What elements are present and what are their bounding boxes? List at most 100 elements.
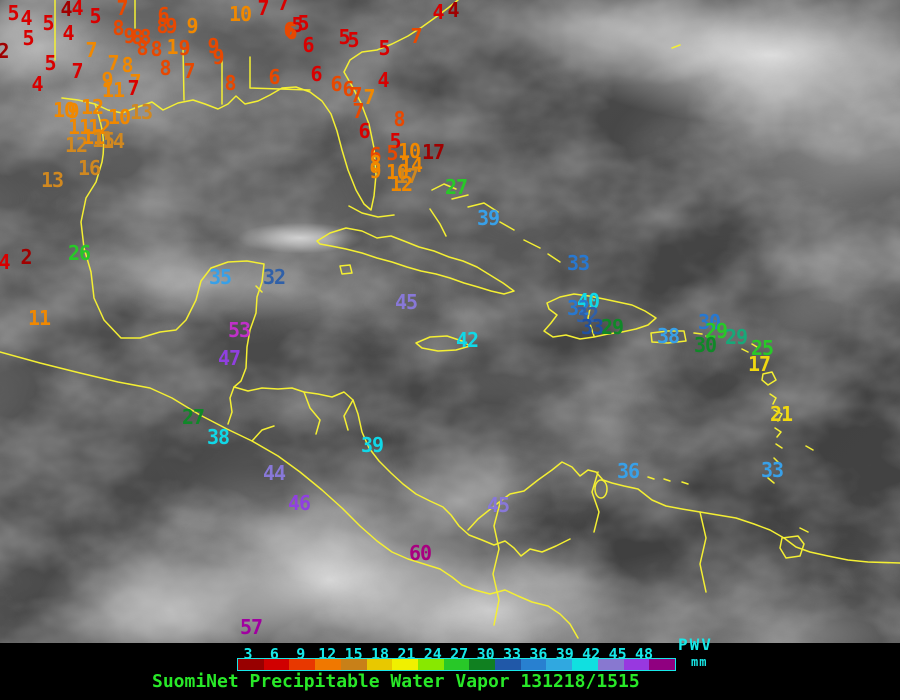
pwv-station-value: 12 (389, 172, 413, 196)
pwv-station-value: 5 (42, 11, 54, 35)
colorbar-segment (392, 659, 418, 670)
pwv-station-value: 7 (350, 83, 362, 107)
pwv-station-value: 7 (107, 51, 119, 75)
pwv-station-value: 5 (291, 13, 303, 37)
pwv-station-value: 7 (127, 76, 139, 100)
pwv-station-value: 60 (408, 541, 432, 565)
pwv-station-value: 8 (369, 151, 381, 175)
colorbar-segment (520, 659, 547, 670)
pwv-station-value: 14 (101, 129, 125, 153)
colorbar-tick-label: 9 (296, 645, 306, 663)
pwv-station-value: 15 (91, 128, 115, 152)
pwv-station-value: 25 (750, 336, 774, 360)
pwv-station-value: 42 (455, 328, 479, 352)
pwv-station-value: 10 (228, 2, 252, 26)
unit-sub-text: mm (691, 655, 708, 669)
pwv-station-value: 9 (178, 36, 190, 60)
pwv-station-value: 9 (123, 24, 135, 48)
pwv-station-value: 17 (395, 164, 419, 188)
pwv-station-value: 12 (87, 115, 111, 139)
pwv-station-value: 5 (389, 129, 401, 153)
colorbar-segment (443, 659, 470, 670)
pwv-station-value: 9 (207, 34, 219, 58)
pwv-station-value: 29 (704, 319, 728, 343)
pwv-station-value: 9 (186, 14, 198, 38)
pwv-station-value: 47 (217, 346, 241, 370)
pwv-station-value: 29 (724, 325, 748, 349)
pwv-station-value: 6 (285, 20, 297, 44)
pwv-station-value: 30 (693, 333, 717, 357)
pwv-station-value: 17 (421, 140, 445, 164)
pwv-station-value: 2 (0, 39, 10, 63)
pwv-station-value: 4 (20, 6, 32, 30)
pwv-station-value: 26 (67, 241, 91, 265)
pwv-station-value: 2 (20, 245, 32, 269)
pwv-station-value: 4 (60, 0, 72, 21)
pwv-station-value: 33 (580, 315, 604, 339)
pwv-station-value: 6 (157, 3, 169, 27)
pwv-station-value: 8 (112, 16, 124, 40)
pwv-station-value: 33 (566, 251, 590, 275)
pwv-station-value: 9 (369, 159, 381, 183)
pwv-station-value: 8 (139, 25, 151, 49)
pwv-station-value: 53 (227, 318, 251, 342)
pwv-station-value: 14 (399, 153, 423, 177)
pwv-station-value: 5 (7, 1, 19, 25)
pwv-station-value: 6 (369, 143, 381, 167)
pwv-station-value: 45 (394, 290, 418, 314)
colorbar-segment (495, 659, 521, 670)
colorbar-segment (315, 659, 341, 670)
pwv-station-value: 5 (386, 141, 398, 165)
pwv-station-value: 9 (67, 99, 79, 123)
pwv-station-value: 11 (27, 306, 51, 330)
pwv-station-value: 17 (747, 352, 771, 376)
colorbar-segment (572, 659, 598, 670)
pwv-station-value: 1 (166, 35, 178, 59)
pwv-station-value: 27 (444, 175, 468, 199)
pwv-station-value: 11 (81, 125, 105, 149)
pwv-station-value: 38 (206, 425, 230, 449)
pwv-station-value: 21 (769, 402, 793, 426)
pwv-station-value: 4 (447, 0, 459, 22)
pwv-station-value: 4 (62, 21, 74, 45)
pwv-station-value: 8 (150, 37, 162, 61)
pwv-station-value: 29 (600, 315, 624, 339)
pwv-station-value: 7 (85, 38, 97, 62)
pwv-station-value: 4 (377, 68, 389, 92)
pwv-station-value: 7 (352, 99, 364, 123)
pwv-station-value: 4 (0, 250, 11, 274)
pwv-station-value: 35 (208, 265, 232, 289)
pwv-station-value: 6 (358, 119, 370, 143)
pwv-station-value: 8 (224, 71, 236, 95)
pwv-station-value: 7 (183, 59, 195, 83)
pwv-station-value: 33 (760, 458, 784, 482)
colorbar-segment (623, 659, 650, 670)
pwv-station-value: 8 (393, 107, 405, 131)
colorbar-segment (546, 659, 573, 670)
pwv-station-value: 13 (129, 100, 153, 124)
pwv-station-value: 5 (347, 28, 359, 52)
pwv-station-value: 9 (212, 45, 224, 69)
pwv-station-value: 8 (121, 53, 133, 77)
colorbar-segment (289, 659, 316, 670)
unit-text: PWV (678, 635, 713, 654)
pwv-station-value: 6 (302, 33, 314, 57)
satellite-map: 5 4 4 4 5 5 7 2 5 4 8 9 8 8 8 6 8 9 9 10 7 7 6 5 8 9 1 9 9 7 5 7 8 7 8 7 9 4 7… (0, 0, 900, 643)
pwv-station-value: 4 (71, 0, 83, 20)
pwv-station-value: 13 (40, 168, 64, 192)
pwv-station-value: 39 (360, 433, 384, 457)
pwv-station-value: 57 (239, 615, 263, 639)
colorbar (237, 658, 676, 671)
pwv-station-value: 5 (378, 36, 390, 60)
pwv-station-value: 32 (575, 303, 599, 327)
pwv-station-value: 32 (262, 265, 286, 289)
pwv-station-value: 5 (297, 11, 309, 35)
legend-bar: 3 6 9 12 15 18 21 24 27 30 33 36 39 42 45 48 PWV mm Suo… (0, 637, 900, 700)
pwv-station-value: 6 (268, 65, 280, 89)
pwv-station-value: 7 (129, 70, 141, 94)
pwv-station-value: 7 (116, 0, 128, 20)
colorbar-segment (649, 659, 675, 670)
map-title: SuomiNet Precipitable Water Vapor 131218… (152, 671, 640, 692)
colorbar-unit-label: PWV mm (678, 635, 713, 669)
pwv-station-value: 12 (64, 133, 88, 157)
